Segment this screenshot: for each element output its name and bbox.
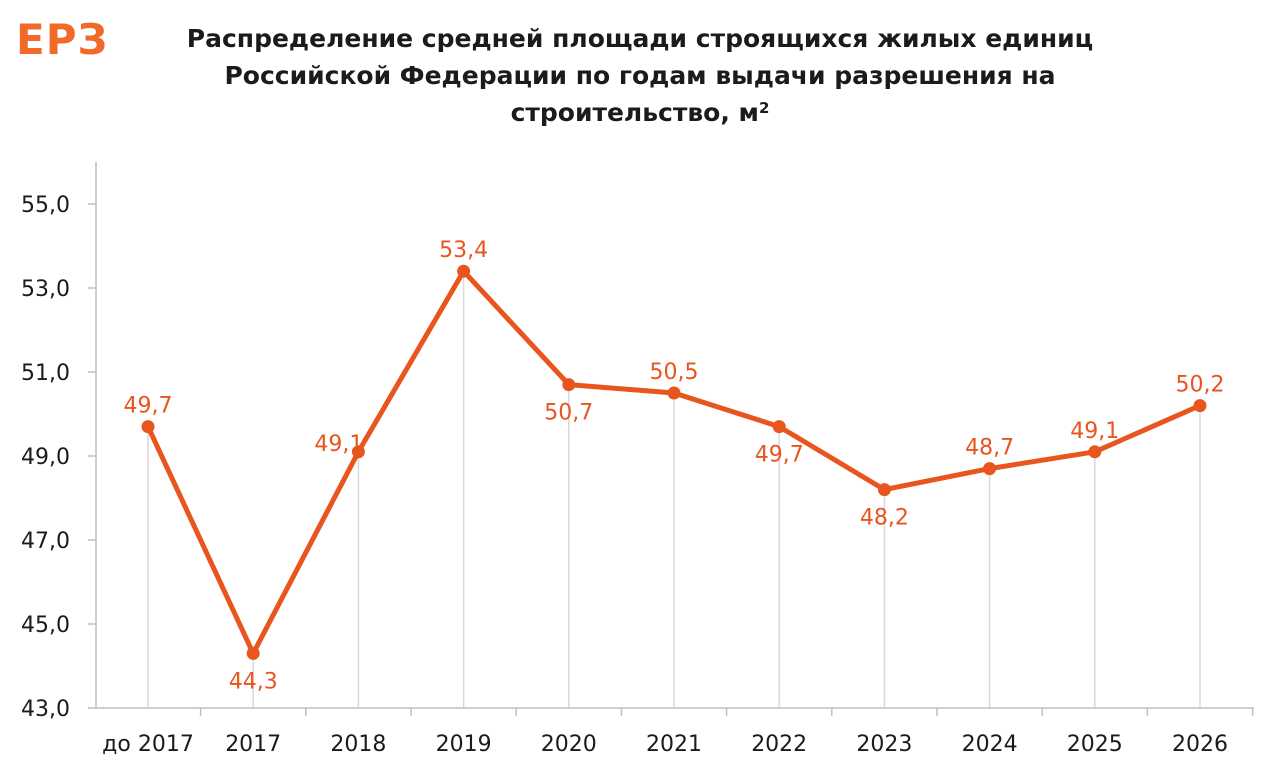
data-label: 48,7 — [965, 436, 1014, 461]
y-tick-label: 47,0 — [21, 529, 70, 554]
x-category-label: 2019 — [436, 732, 492, 757]
x-category-label: 2023 — [856, 732, 912, 757]
erz-logo-text: ЕРЗ — [16, 16, 108, 60]
data-label: 48,2 — [860, 506, 909, 531]
data-point — [667, 386, 681, 400]
x-category-label: 2022 — [751, 732, 807, 757]
data-point — [877, 483, 891, 497]
y-tick-label: 45,0 — [21, 613, 70, 638]
x-category-label: до 2017 — [102, 732, 194, 757]
data-label: 50,7 — [544, 401, 593, 426]
y-tick-label: 51,0 — [21, 361, 70, 386]
data-point — [562, 378, 576, 392]
data-label: 53,4 — [439, 238, 488, 263]
data-point — [351, 445, 365, 459]
x-category-label: 2020 — [541, 732, 597, 757]
x-category-label: 2024 — [962, 732, 1018, 757]
data-label: 49,7 — [755, 443, 804, 468]
data-point — [1193, 399, 1207, 413]
data-label: 44,3 — [229, 669, 278, 694]
data-label: 50,2 — [1176, 373, 1225, 398]
erz-logo: ЕРЗ — [16, 16, 108, 60]
data-point — [1088, 445, 1102, 459]
x-category-label: 2017 — [225, 732, 281, 757]
y-tick-label: 55,0 — [21, 193, 70, 218]
chart-title-line-3: строительство, м2 — [150, 94, 1130, 131]
chart-title-superscript: 2 — [758, 99, 770, 117]
x-category-label: 2026 — [1172, 732, 1228, 757]
grid-layer — [147, 271, 1201, 708]
data-point — [141, 420, 155, 434]
chart-title-line-2: Российской Федерации по годам выдачи раз… — [224, 61, 1056, 90]
data-label: 49,1 — [314, 432, 363, 457]
data-label-layer: 49,7 44,3 49,1 53,4 50,7 50,5 49,7 48,2 48,7 49,1… — [124, 238, 1225, 694]
y-tick-label: 43,0 — [21, 697, 70, 722]
y-tick-label: 53,0 — [21, 277, 70, 302]
y-tick-label: 49,0 — [21, 445, 70, 470]
x-category-label: 2021 — [646, 732, 702, 757]
data-point — [983, 462, 997, 476]
data-label: 49,7 — [124, 394, 173, 419]
data-point — [772, 420, 786, 434]
chart-title-line-3-text: строительство, м — [510, 98, 759, 127]
data-label: 50,5 — [650, 360, 699, 385]
chart-title: Распределение средней площади строящихся… — [150, 20, 1130, 131]
axis-layer: 43,0 45,0 47,0 49,0 51,0 53,0 55,0 до 2017 2017 2… — [21, 162, 1254, 757]
data-point — [457, 264, 471, 278]
series-layer — [141, 264, 1207, 660]
chart-title-line-1: Распределение средней площади строящихся… — [186, 24, 1094, 53]
data-point — [246, 646, 260, 660]
x-category-label: 2018 — [330, 732, 386, 757]
data-label: 49,1 — [1070, 419, 1119, 444]
x-category-label: 2025 — [1067, 732, 1123, 757]
